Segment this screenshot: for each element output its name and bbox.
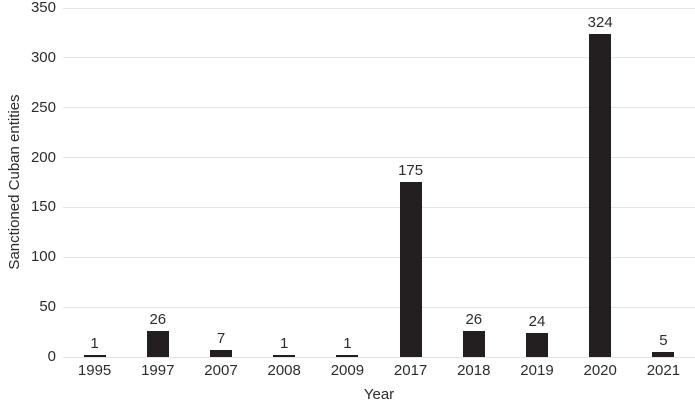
- bar: [146, 331, 169, 357]
- x-tick-label: 2020: [583, 362, 617, 379]
- y-axis: 0 50 100 150 200 250 300 350: [0, 0, 56, 410]
- x-axis-title: Year: [363, 386, 395, 403]
- y-tick-label: 300: [30, 48, 56, 66]
- gridline: [63, 7, 695, 9]
- bar-value-label: 1: [343, 335, 352, 352]
- y-tick-label: 0: [47, 348, 56, 365]
- bar-value-label: 324: [587, 14, 613, 31]
- bar-value-label: 26: [465, 311, 483, 328]
- gridline: [63, 206, 695, 208]
- bar: [526, 333, 548, 357]
- y-tick-label: 250: [30, 98, 56, 116]
- bar-value-label: 1: [90, 335, 99, 352]
- y-tick-label: 100: [30, 248, 56, 266]
- bar: [210, 350, 232, 357]
- gridline: [63, 157, 695, 159]
- x-tick-label: 2018: [457, 362, 491, 379]
- bar-value-label: 5: [659, 332, 668, 349]
- y-tick-label: 150: [30, 198, 56, 216]
- bar: [336, 355, 359, 357]
- bar: [652, 352, 675, 357]
- bar-value-label: 1: [280, 335, 289, 352]
- x-tick-label: 1995: [77, 362, 112, 379]
- gridline: [63, 306, 695, 308]
- gridline: [63, 57, 695, 59]
- x-tick-label: 2019: [520, 362, 554, 379]
- y-tick-label: 350: [30, 0, 56, 16]
- x-tick-label: 1997: [141, 362, 175, 379]
- gridline: [63, 356, 695, 358]
- bar-value-label: 26: [149, 311, 167, 328]
- y-tick-label: 200: [30, 148, 56, 166]
- bar: [399, 182, 422, 357]
- bar: [462, 331, 485, 357]
- x-tick-label: 2021: [646, 362, 681, 379]
- x-tick-label: 2017: [393, 362, 428, 379]
- bar: [589, 34, 612, 357]
- x-tick-label: 2009: [330, 362, 365, 379]
- x-tick-label: 2008: [267, 362, 301, 379]
- plot-area: 1 26 7 1 1 175 26 24 324 5: [63, 7, 695, 358]
- bar-value-label: 7: [216, 330, 226, 347]
- x-tick-label: 2007: [204, 362, 238, 379]
- bar: [273, 355, 296, 357]
- gridline: [63, 256, 695, 258]
- y-tick-label: 50: [39, 298, 56, 316]
- bar: [83, 355, 106, 357]
- bar-value-label: 24: [528, 313, 546, 330]
- x-axis: 1995 1997 2007 2008 2009 2017 2018 2019 2020 2021: [63, 362, 695, 382]
- bar-value-label: 175: [398, 162, 424, 179]
- gridline: [63, 107, 695, 109]
